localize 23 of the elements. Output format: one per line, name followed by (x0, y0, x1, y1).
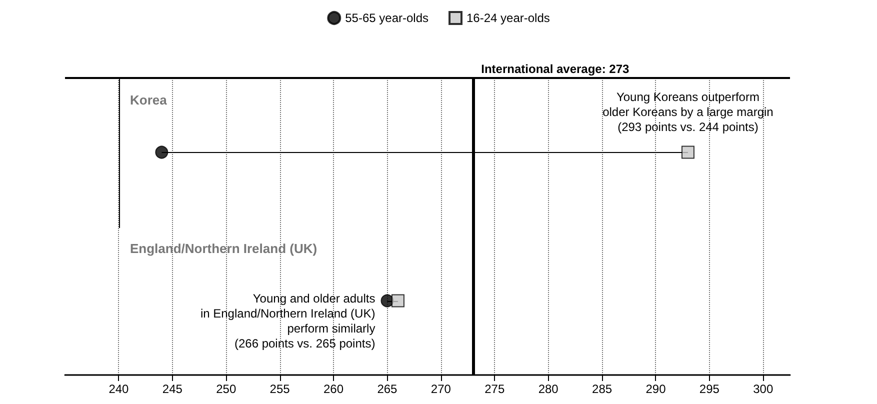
y-tick-label: England/Northern Ireland (UK) (130, 240, 318, 256)
point (391, 294, 404, 308)
x-tick-label: 290 (646, 382, 666, 396)
x-tick-label: 240 (108, 382, 130, 396)
x-tick-label: 270 (430, 382, 452, 396)
annotation: Young and older adults in England/Northern Ireland (UK) perform similarly (266 points vs. 265 points) (200, 291, 376, 350)
point (155, 146, 168, 159)
y-tick-label: Korea (130, 92, 168, 108)
x-tick-label: 265 (377, 382, 398, 396)
legend-label: 55-65 year-olds (345, 11, 429, 25)
x-tick-label: 245 (162, 382, 183, 396)
legend-label: 16-24 year-olds (466, 11, 550, 25)
x-tick-label: 275 (484, 382, 505, 396)
x-tick-label: 285 (592, 382, 612, 396)
x-tick-label: 295 (699, 382, 720, 396)
x-tick-label: 250 (216, 382, 236, 396)
x-tick-label: 300 (753, 382, 774, 396)
x-tick-label: 280 (538, 382, 559, 396)
x-tick-label: 255 (270, 382, 290, 396)
x-tick-label: 260 (324, 382, 344, 396)
point (681, 146, 694, 159)
ref-line-label: International average: 273 (481, 62, 630, 76)
annotation: Young Koreans outperform older Koreans by a large margin (293 points vs. 244 points) (602, 90, 774, 134)
